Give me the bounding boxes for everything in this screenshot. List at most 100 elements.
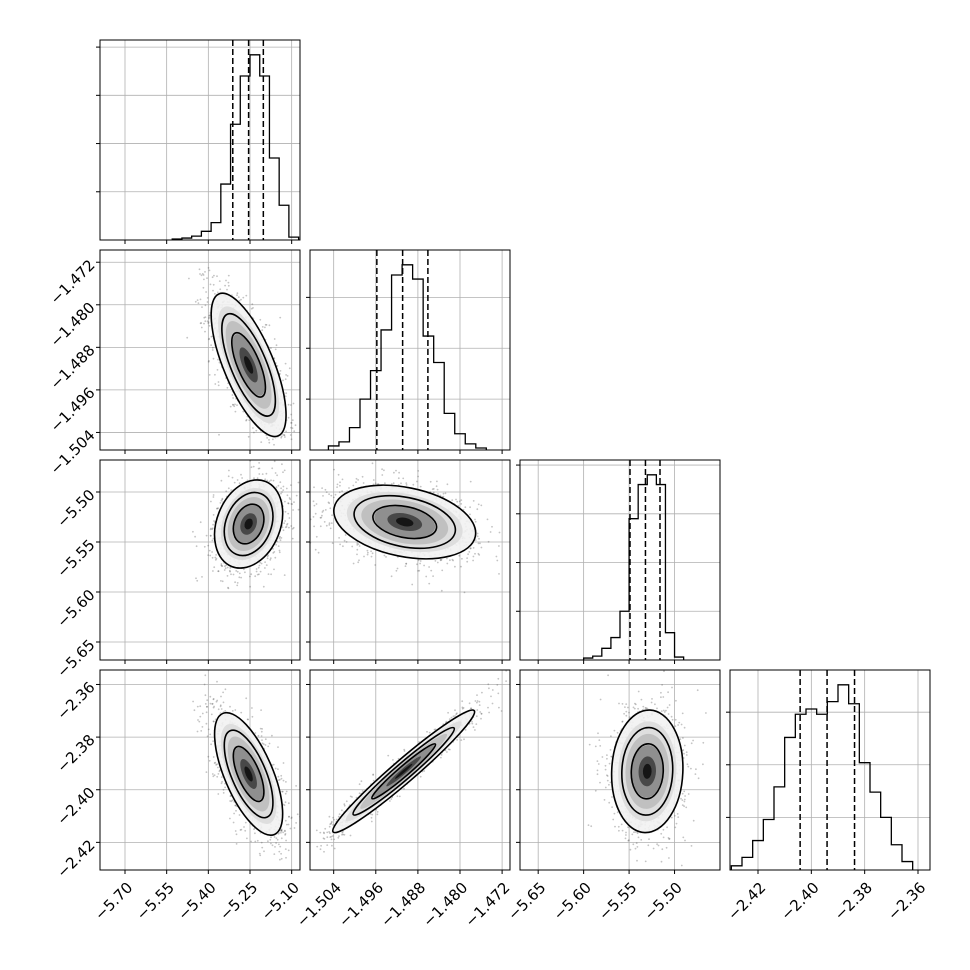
- scatter-point: [251, 303, 254, 306]
- hist-p1-content: [327, 250, 487, 450]
- scatter-point: [469, 547, 472, 550]
- scatter-point: [203, 316, 206, 319]
- scatter-point: [469, 480, 472, 483]
- scatter-point: [337, 473, 340, 476]
- scatter-point: [280, 435, 283, 438]
- scatter-point: [265, 324, 268, 326]
- scatter-point: [238, 452, 240, 454]
- scatter-point: [213, 566, 216, 569]
- panel-p1-p2-density: [396, 517, 414, 527]
- scatter-point: [357, 479, 359, 481]
- scatter-point: [232, 573, 235, 576]
- panel-p1-p2-content: [308, 462, 501, 594]
- scatter-point: [319, 525, 322, 528]
- scatter-point: [221, 497, 224, 500]
- scatter-point: [271, 467, 274, 470]
- scatter-point: [458, 500, 461, 503]
- scatter-point: [331, 514, 333, 517]
- scatter-point: [233, 812, 236, 815]
- scatter-point: [282, 465, 284, 467]
- scatter-point: [249, 575, 251, 578]
- scatter-point: [268, 324, 271, 327]
- scatter-point: [289, 498, 292, 501]
- scatter-point: [343, 539, 346, 542]
- scatter-point: [284, 792, 287, 795]
- scatter-point: [474, 552, 476, 555]
- scatter-point: [214, 293, 216, 295]
- scatter-point: [357, 561, 360, 564]
- panel-p1-p2-contour-0: [333, 484, 477, 560]
- scatter-point: [436, 480, 438, 483]
- scatter-point: [314, 512, 317, 515]
- hist-p3-frame: [729, 669, 931, 871]
- scatter-point: [214, 559, 217, 561]
- scatter-point: [197, 302, 200, 304]
- scatter-point: [476, 535, 479, 538]
- scatter-point: [278, 537, 281, 540]
- scatter-point: [308, 503, 310, 505]
- scatter-point: [225, 564, 228, 567]
- scatter-point: [489, 531, 492, 533]
- scatter-point: [208, 374, 211, 376]
- scatter-point: [334, 493, 337, 496]
- scatter-point: [210, 335, 213, 338]
- scatter-point: [198, 268, 201, 271]
- hist-p2-content: [582, 460, 685, 660]
- scatter-point: [477, 542, 480, 545]
- scatter-point: [284, 801, 287, 804]
- scatter-point: [222, 792, 225, 794]
- scatter-point: [315, 535, 318, 538]
- panel-p0-p1-frame: [99, 249, 301, 451]
- scatter-point: [390, 483, 393, 485]
- scatter-point: [313, 504, 316, 507]
- scatter-point: [477, 552, 480, 555]
- scatter-point: [366, 553, 369, 556]
- scatter-point: [220, 565, 223, 567]
- scatter-point: [217, 570, 220, 573]
- scatter-point: [269, 558, 272, 561]
- scatter-point: [236, 404, 238, 406]
- scatter-point: [206, 301, 209, 303]
- scatter-point: [322, 509, 325, 512]
- scatter-point: [324, 488, 327, 491]
- scatter-point: [289, 434, 292, 436]
- scatter-point: [258, 852, 261, 855]
- scatter-point: [267, 840, 269, 843]
- scatter-point: [276, 876, 278, 878]
- scatter-point: [446, 562, 449, 565]
- scatter-point: [229, 705, 231, 708]
- scatter-point: [283, 434, 285, 436]
- scatter-point: [238, 299, 241, 302]
- scatter-point: [219, 502, 222, 504]
- scatter-point: [273, 443, 275, 446]
- scatter-point: [228, 569, 231, 572]
- scatter-point: [328, 493, 330, 496]
- scatter-point: [196, 299, 199, 301]
- scatter-point: [260, 709, 262, 711]
- scatter-point: [192, 530, 194, 533]
- scatter-point: [275, 486, 278, 489]
- scatter-point: [217, 384, 220, 387]
- scatter-point: [196, 579, 199, 582]
- scatter-point: [265, 472, 268, 475]
- scatter-point: [277, 484, 280, 487]
- scatter-point: [254, 575, 257, 578]
- scatter-point: [336, 486, 338, 488]
- scatter-point: [205, 291, 208, 293]
- scatter-point: [478, 554, 481, 556]
- scatter-point: [280, 537, 283, 539]
- scatter-point: [207, 360, 210, 363]
- scatter-point: [226, 575, 229, 577]
- scatter-point: [444, 492, 447, 495]
- scatter-point: [246, 837, 248, 840]
- scatter-point: [220, 708, 223, 710]
- scatter-point: [273, 568, 275, 571]
- scatter-point: [288, 526, 290, 529]
- scatter-point: [287, 416, 290, 419]
- scatter-point: [214, 556, 217, 559]
- panel-p0-p2-frame: [99, 459, 301, 661]
- scatter-point: [282, 529, 285, 532]
- scatter-point: [356, 553, 358, 556]
- scatter-point: [283, 469, 286, 472]
- hist-p2-tick-marks: [516, 464, 676, 664]
